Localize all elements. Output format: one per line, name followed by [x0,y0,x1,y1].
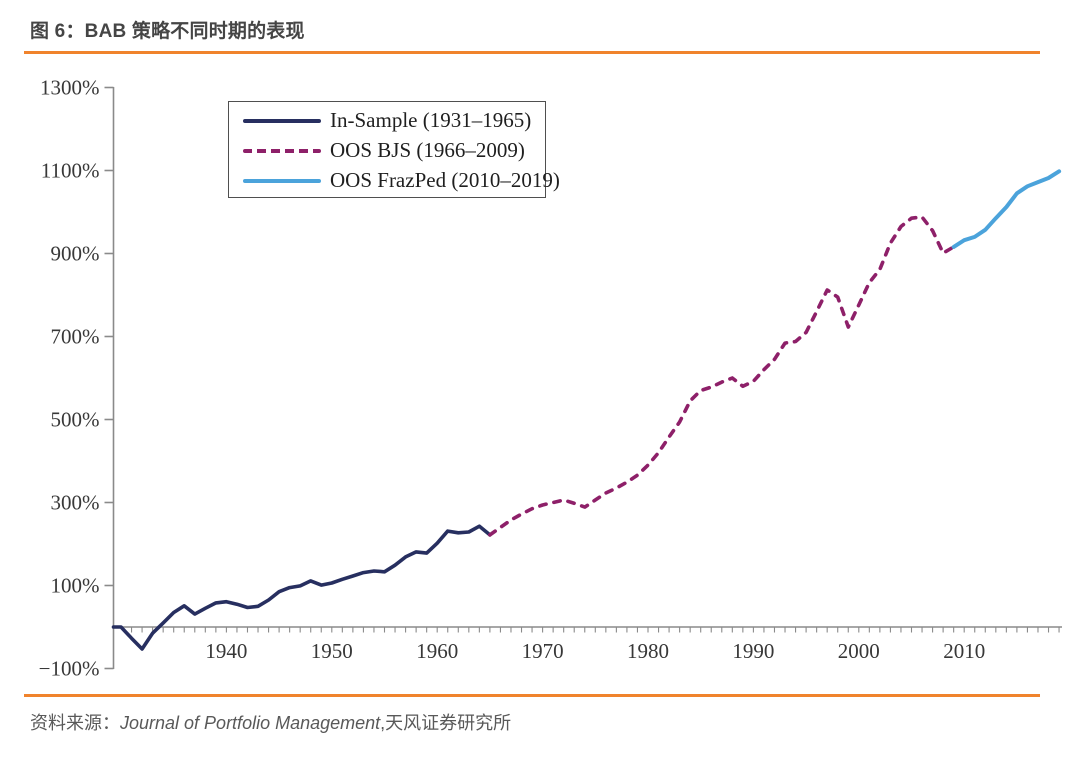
legend-item-oos-bjs: OOS BJS (1966–2009) [243,136,545,166]
x-tick-label: 1970 [522,639,564,663]
series-line-2 [951,169,1062,249]
y-tick-label: 1100% [41,159,100,183]
y-tick-label: −100% [39,657,100,681]
legend-label-in-sample: In-Sample (1931–1965) [330,108,532,132]
in-sample-line-swatch [243,118,321,123]
x-tick-label: 1940 [205,639,247,663]
chart-legend: In-Sample (1931–1965) OOS BJS (1966–2009… [228,101,560,198]
x-tick-label: 1960 [416,639,458,663]
x-tick-label: 2000 [838,639,880,663]
legend-label-oos-frazped: OOS FrazPed (2010–2019) [330,168,560,192]
source-org: 天风证券研究所 [385,713,512,733]
figure-title: 图 6：BAB 策略不同时期的表现 [30,21,305,42]
x-tick-label: 2010 [943,639,985,663]
x-tick-label: 1950 [311,639,353,663]
source-prefix: 资料来源： [30,713,120,733]
source-note: 资料来源：Journal of Portfolio Management,天风证… [30,709,511,735]
bab-performance-chart: 1300% 1100% 900% 700% 500% 300% 100% −100% 1940 1… [39,76,1062,681]
x-tick-label: 1980 [627,639,669,663]
legend-label-oos-bjs: OOS BJS (1966–2009) [330,138,525,162]
y-tick-label: 900% [51,242,100,266]
series-line-1 [488,215,956,537]
footer-rule [24,694,1040,697]
y-tick-label: 1300% [40,76,100,100]
y-tick-label: 500% [51,408,100,432]
series-line-0 [111,524,492,651]
oos-frazped-line-swatch [243,178,321,183]
y-tick-label: 100% [51,574,100,598]
oos-bjs-line-swatch [243,148,321,153]
title-underline [24,51,1040,54]
source-journal: Journal of Portfolio Management [120,713,381,733]
y-tick-label: 300% [51,491,100,515]
x-tick-label: 1990 [732,639,774,663]
legend-item-in-sample: In-Sample (1931–1965) [243,106,545,136]
legend-item-oos-frazped: OOS FrazPed (2010–2019) [243,166,560,196]
y-tick-label: 700% [51,325,100,349]
source-separator: , [380,713,386,733]
